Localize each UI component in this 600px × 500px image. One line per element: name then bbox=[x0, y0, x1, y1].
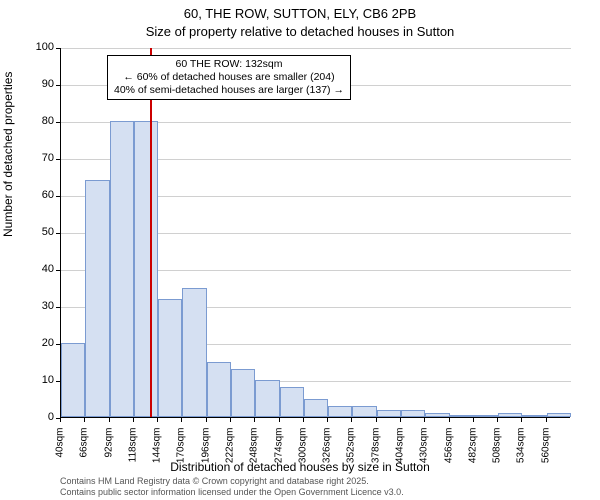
x-tick-mark bbox=[181, 418, 182, 422]
y-tick-label: 0 bbox=[24, 411, 54, 423]
x-tick-mark bbox=[109, 418, 110, 422]
y-tick-label: 80 bbox=[24, 115, 54, 127]
histogram-bar bbox=[547, 413, 571, 417]
histogram-bar bbox=[207, 362, 231, 418]
histogram-bar bbox=[377, 410, 401, 417]
histogram-bar bbox=[401, 410, 425, 417]
y-tick-label: 30 bbox=[24, 300, 54, 312]
histogram-bar bbox=[450, 415, 474, 417]
histogram-bar bbox=[498, 413, 522, 417]
plot-area: 60 THE ROW: 132sqm ← 60% of detached hou… bbox=[60, 48, 570, 418]
annotation-line2: ← 60% of detached houses are smaller (20… bbox=[114, 71, 344, 84]
histogram-bar bbox=[352, 406, 376, 417]
footer-text: Contains HM Land Registry data © Crown c… bbox=[60, 476, 404, 498]
y-tick-mark bbox=[56, 233, 60, 234]
y-tick-mark bbox=[56, 159, 60, 160]
y-tick-mark bbox=[56, 196, 60, 197]
y-tick-label: 60 bbox=[24, 189, 54, 201]
y-tick-mark bbox=[56, 48, 60, 49]
y-tick-mark bbox=[56, 344, 60, 345]
y-tick-mark bbox=[56, 85, 60, 86]
annotation-line1: 60 THE ROW: 132sqm bbox=[114, 58, 344, 71]
x-tick-mark bbox=[400, 418, 401, 422]
histogram-bar bbox=[158, 299, 182, 417]
histogram-bar bbox=[85, 180, 109, 417]
y-axis-label: Number of detached properties bbox=[1, 72, 15, 237]
histogram-bar bbox=[280, 387, 304, 417]
histogram-bar bbox=[134, 121, 158, 417]
annotation-line3: 40% of semi-detached houses are larger (… bbox=[114, 84, 344, 97]
x-tick-mark bbox=[206, 418, 207, 422]
x-tick-mark bbox=[254, 418, 255, 422]
x-tick-mark bbox=[133, 418, 134, 422]
chart-title-main: 60, THE ROW, SUTTON, ELY, CB6 2PB bbox=[0, 6, 600, 21]
annotation-box: 60 THE ROW: 132sqm ← 60% of detached hou… bbox=[107, 55, 351, 100]
chart-container: 60, THE ROW, SUTTON, ELY, CB6 2PB Size o… bbox=[0, 0, 600, 500]
histogram-bar bbox=[110, 121, 134, 417]
histogram-bar bbox=[328, 406, 352, 417]
y-tick-label: 40 bbox=[24, 263, 54, 275]
x-tick-mark bbox=[473, 418, 474, 422]
footer-line2: Contains public sector information licen… bbox=[60, 487, 404, 498]
x-tick-mark bbox=[157, 418, 158, 422]
histogram-bar bbox=[61, 343, 85, 417]
y-tick-label: 90 bbox=[24, 78, 54, 90]
histogram-bar bbox=[255, 380, 279, 417]
x-tick-mark bbox=[351, 418, 352, 422]
chart-title-sub: Size of property relative to detached ho… bbox=[0, 24, 600, 39]
x-tick-mark bbox=[230, 418, 231, 422]
y-tick-mark bbox=[56, 270, 60, 271]
y-tick-label: 20 bbox=[24, 337, 54, 349]
x-tick-mark bbox=[449, 418, 450, 422]
histogram-bar bbox=[182, 288, 206, 418]
footer-line1: Contains HM Land Registry data © Crown c… bbox=[60, 476, 404, 487]
histogram-bar bbox=[304, 399, 328, 418]
histogram-bar bbox=[522, 415, 546, 417]
y-tick-mark bbox=[56, 381, 60, 382]
reference-line bbox=[150, 48, 152, 417]
x-tick-mark bbox=[303, 418, 304, 422]
y-tick-label: 100 bbox=[24, 41, 54, 53]
x-tick-mark bbox=[60, 418, 61, 422]
y-tick-label: 50 bbox=[24, 226, 54, 238]
x-tick-mark bbox=[84, 418, 85, 422]
x-tick-mark bbox=[279, 418, 280, 422]
x-tick-mark bbox=[376, 418, 377, 422]
histogram-bar bbox=[474, 415, 498, 417]
y-tick-mark bbox=[56, 122, 60, 123]
y-tick-label: 70 bbox=[24, 152, 54, 164]
grid-line bbox=[61, 48, 571, 49]
x-tick-mark bbox=[424, 418, 425, 422]
x-tick-mark bbox=[497, 418, 498, 422]
x-tick-mark bbox=[327, 418, 328, 422]
x-tick-mark bbox=[521, 418, 522, 422]
y-tick-label: 10 bbox=[24, 374, 54, 386]
y-tick-mark bbox=[56, 307, 60, 308]
histogram-bar bbox=[425, 413, 449, 417]
x-axis-label: Distribution of detached houses by size … bbox=[0, 460, 600, 474]
histogram-bar bbox=[231, 369, 255, 417]
x-tick-mark bbox=[546, 418, 547, 422]
